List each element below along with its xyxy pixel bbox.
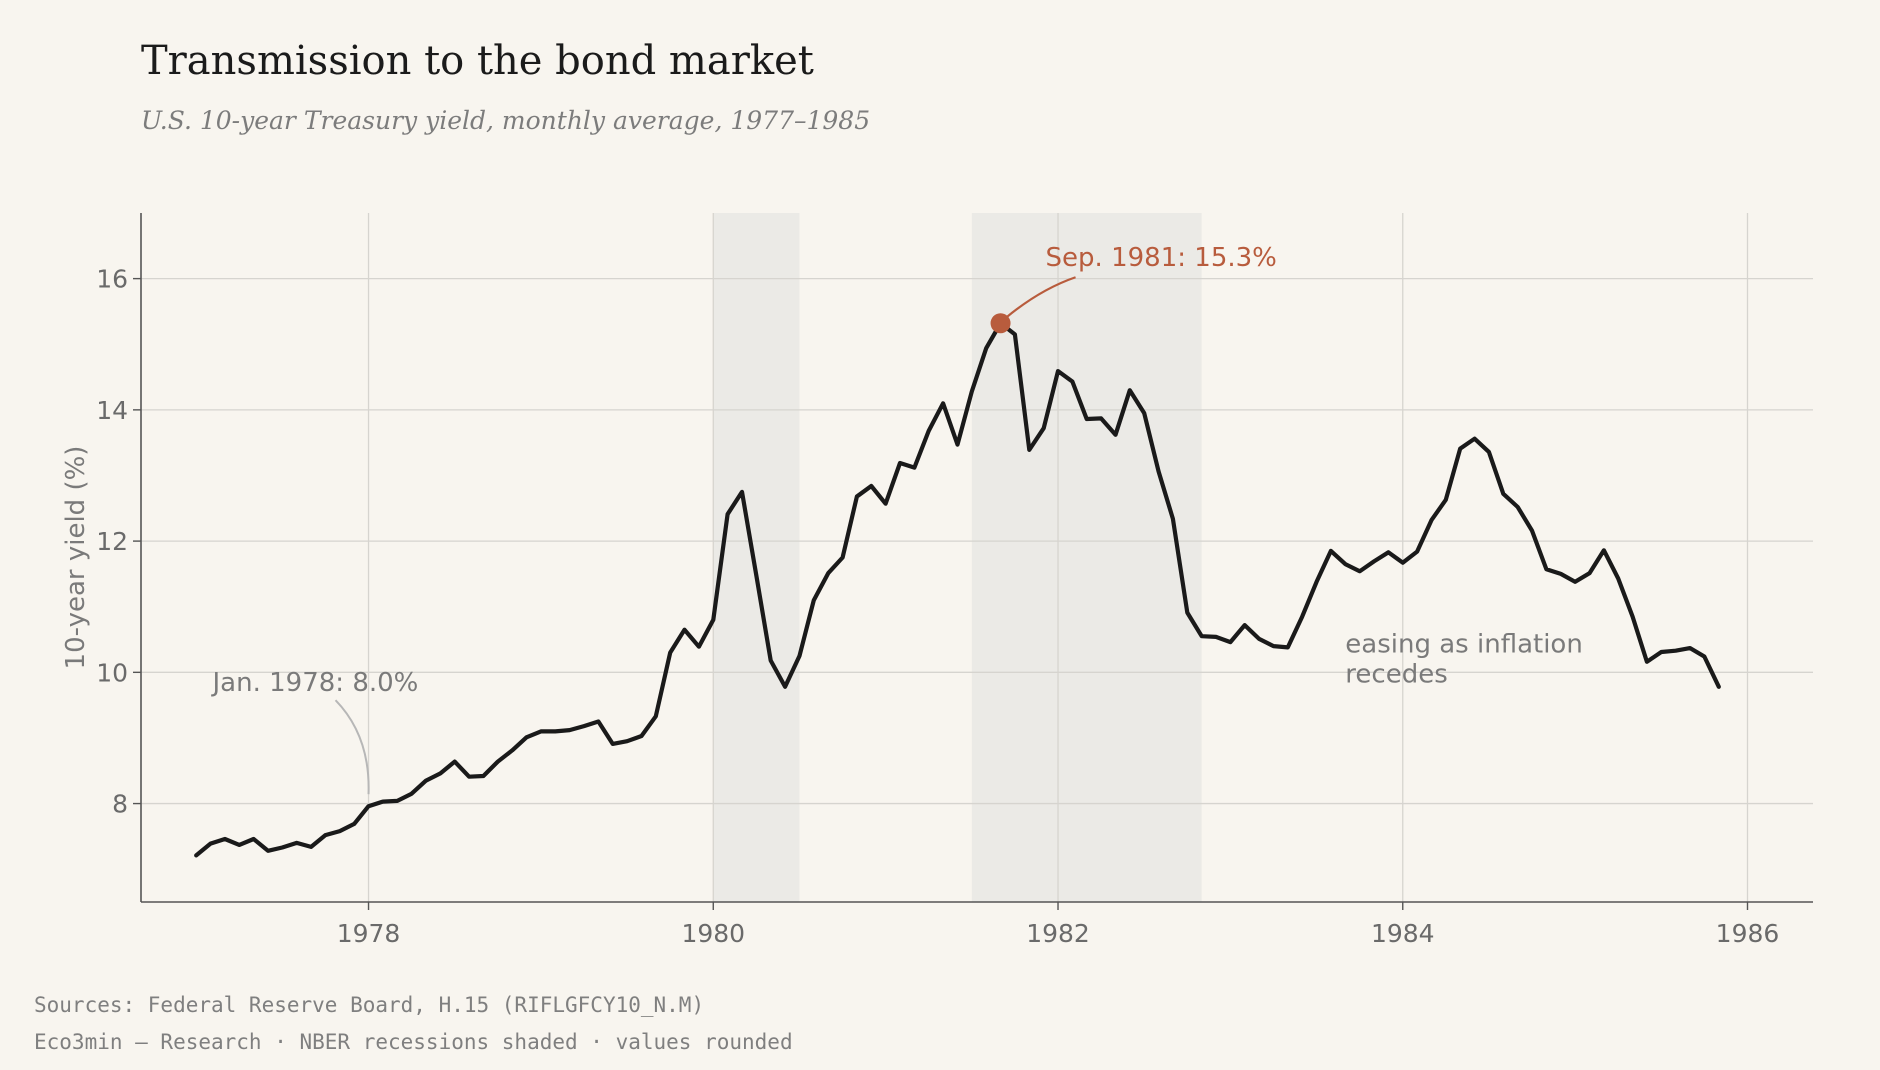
recession-band-2: [971, 213, 1202, 902]
chart-title: Transmission to the bond market: [141, 38, 814, 84]
peak-marker: [990, 313, 1011, 334]
series-line-1: [194, 321, 1721, 858]
start-leader-line: [334, 699, 370, 795]
x-tick-label-1978: 1978: [337, 919, 401, 948]
y-tick-label-14: 14: [96, 396, 128, 425]
y-tick-label-12: 12: [96, 527, 128, 556]
easing-annotation-line-1: easing as inflation: [1345, 630, 1583, 660]
footer-sources: Sources: Federal Reserve Board, H.15 (RI…: [34, 993, 705, 1017]
peak-leader-line: [1005, 276, 1076, 319]
y-tick-label-8: 8: [112, 790, 128, 819]
chart-subtitle: U.S. 10-year Treasury yield, monthly ave…: [141, 106, 871, 135]
x-tick-label-1984: 1984: [1371, 919, 1435, 948]
y-tick-label-10: 10: [96, 658, 128, 687]
recession-band-1: [713, 213, 800, 902]
y-tick-label-16: 16: [96, 265, 128, 294]
peak-annotation: Sep. 1981: 15.3%: [1046, 243, 1277, 273]
footer-note: Eco3min — Research · NBER recessions sha…: [34, 1030, 793, 1054]
easing-annotation-line-2: recedes: [1345, 660, 1447, 690]
y-axis-title: 10-year yield (%): [61, 446, 91, 670]
x-tick-label-1982: 1982: [1026, 919, 1090, 948]
start-annotation: Jan. 1978: 8.0%: [211, 668, 419, 698]
x-tick-label-1980: 1980: [681, 919, 745, 948]
x-tick-label-1986: 1986: [1716, 919, 1780, 948]
